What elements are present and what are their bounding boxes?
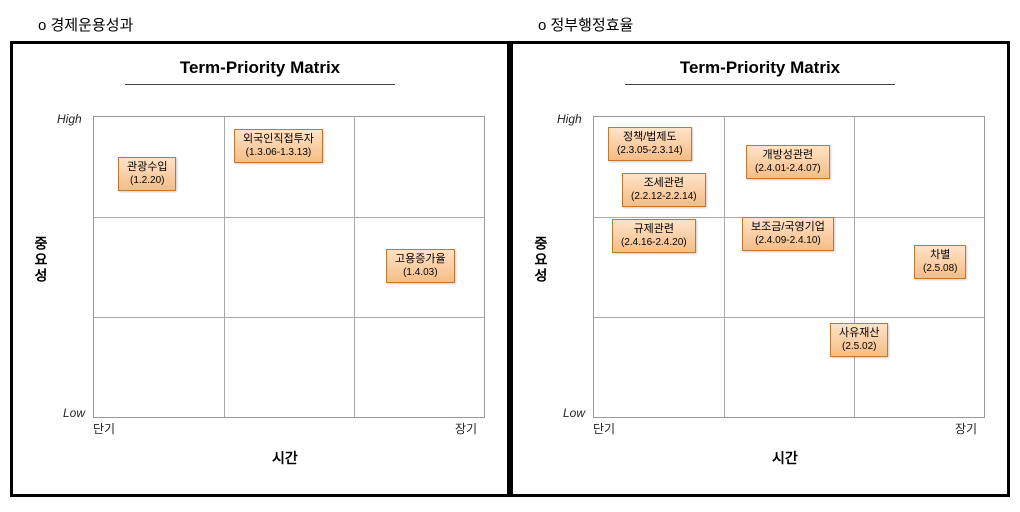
matrix-node: 조세관련(2.2.12-2.2.14) — [622, 173, 706, 207]
x-axis-label: 시간 — [272, 448, 298, 468]
tick-x-long: 장기 — [955, 420, 977, 437]
node-code: (2.5.02) — [839, 341, 879, 354]
node-label: 고용증가율 — [395, 253, 446, 267]
plot-area: 정책/법제도(2.3.05-2.3.14) 개방성관련(2.4.01-2.4.07… — [593, 116, 985, 418]
matrix-title-text: Term-Priority Matrix — [680, 58, 840, 77]
node-code: (2.5.08) — [923, 263, 957, 276]
tick-y-high: High — [57, 112, 82, 126]
matrix-node: 차별(2.5.08) — [914, 245, 966, 279]
matrix-node: 관광수입(1.2.20) — [118, 157, 176, 191]
tick-y-low: Low — [563, 406, 585, 420]
node-label: 관광수입 — [127, 161, 167, 175]
node-label: 규제관련 — [621, 223, 687, 237]
matrix-title-text: Term-Priority Matrix — [180, 58, 340, 77]
node-code: (2.3.05-2.3.14) — [617, 145, 683, 158]
node-label: 차별 — [923, 249, 957, 263]
matrix-box: Term-Priority Matrix 정책/법제도(2.3.05-2.3.14… — [510, 41, 1010, 497]
node-code: (2.4.09-2.4.10) — [751, 235, 825, 248]
tick-y-low: Low — [63, 406, 85, 420]
node-label: 정책/법제도 — [617, 131, 683, 145]
gridline-vertical — [354, 117, 355, 417]
node-label: 개방성관련 — [755, 149, 821, 163]
title-underline — [125, 84, 395, 85]
matrix-box: Term-Priority Matrix관광수입(1.2.20)외국인직접투자(… — [10, 41, 510, 497]
tick-x-short: 단기 — [593, 420, 615, 437]
matrix-panel: o 경제운용성과 Term-Priority Matrix 관광수입(1.2.20)… — [10, 10, 510, 497]
node-code: (2.4.16-2.4.20) — [621, 237, 687, 250]
node-code: (2.2.12-2.2.14) — [631, 191, 697, 204]
gridline-horizontal — [594, 317, 984, 318]
y-axis-label: 중요성 — [531, 236, 551, 284]
node-label: 보조금/국영기업 — [751, 221, 825, 235]
title-underline — [625, 84, 895, 85]
matrix-node: 정책/법제도(2.3.05-2.3.14) — [608, 127, 692, 161]
tick-x-short: 단기 — [93, 420, 115, 437]
node-code: (1.2.20) — [127, 175, 167, 188]
matrix-panel: o 정부행정효율 Term-Priority Matrix 정책/법제도(2.3.0… — [510, 10, 1010, 497]
panel-header: o 경제운용성과 — [10, 10, 510, 41]
node-code: (1.3.06-1.3.13) — [243, 147, 314, 160]
gridline-vertical — [854, 117, 855, 417]
node-label: 사유재산 — [839, 327, 879, 341]
x-axis-label: 시간 — [772, 448, 798, 468]
matrix-node: 개방성관련(2.4.01-2.4.07) — [746, 145, 830, 179]
tick-x-long: 장기 — [455, 420, 477, 437]
panel-header: o 정부행정효율 — [510, 10, 1010, 41]
matrix-node: 보조금/국영기업(2.4.09-2.4.10) — [742, 217, 834, 251]
matrix-node: 고용증가율(1.4.03) — [386, 249, 455, 283]
gridline-horizontal — [94, 217, 484, 218]
plot-area: 관광수입(1.2.20)외국인직접투자(1.3.06-1.3.13)고용증가율(… — [93, 116, 485, 418]
matrix-node: 사유재산(2.5.02) — [830, 323, 888, 357]
matrix-node: 외국인직접투자(1.3.06-1.3.13) — [234, 129, 323, 163]
matrix-title: Term-Priority Matrix — [13, 58, 507, 85]
gridline-vertical — [724, 117, 725, 417]
y-axis-label: 중요성 — [31, 236, 51, 284]
tick-y-high: High — [557, 112, 582, 126]
node-code: (2.4.01-2.4.07) — [755, 163, 821, 176]
node-label: 외국인직접투자 — [243, 133, 314, 147]
node-label: 조세관련 — [631, 177, 697, 191]
matrix-title: Term-Priority Matrix — [513, 58, 1007, 85]
node-code: (1.4.03) — [395, 267, 446, 280]
matrix-node: 규제관련(2.4.16-2.4.20) — [612, 219, 696, 253]
gridline-vertical — [224, 117, 225, 417]
gridline-horizontal — [94, 317, 484, 318]
